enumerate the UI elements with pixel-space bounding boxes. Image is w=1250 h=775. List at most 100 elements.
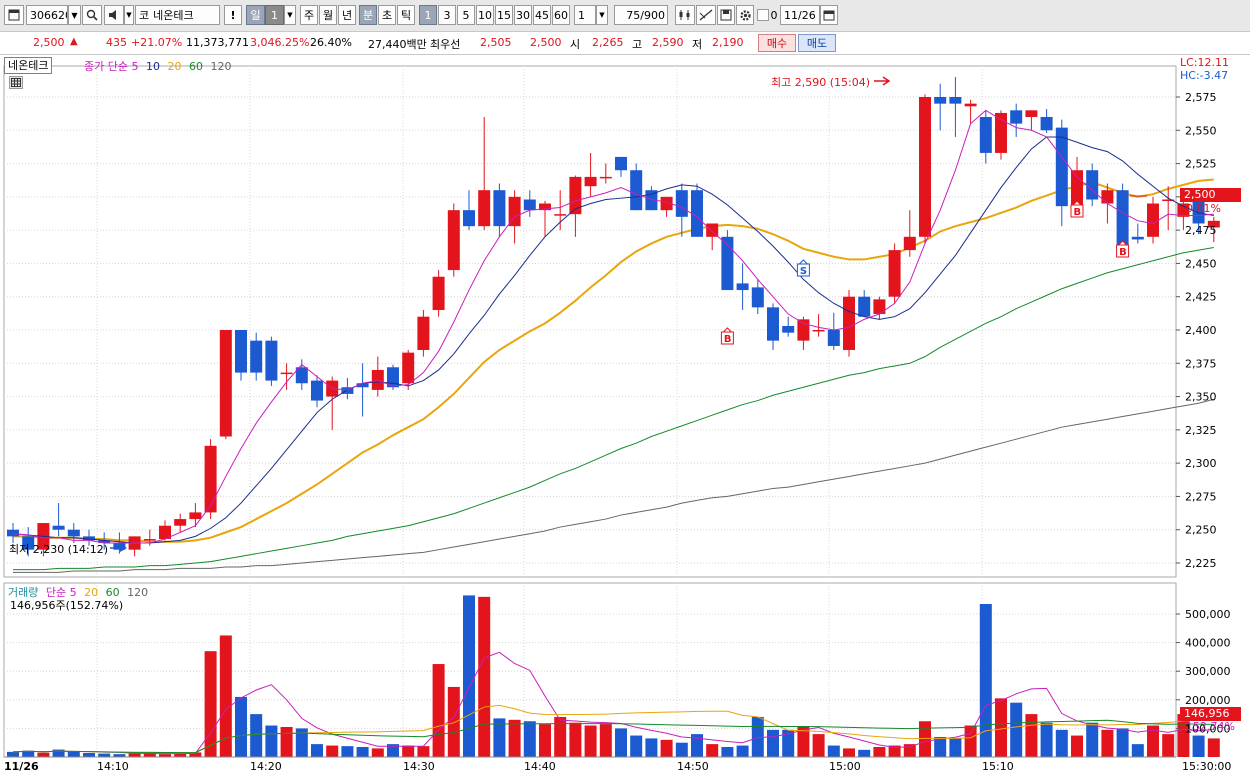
code-dropdown-button[interactable]: ▼ xyxy=(68,5,81,25)
signal-pointer-icon xyxy=(1117,240,1128,246)
tab-minute[interactable]: 분 xyxy=(359,5,377,25)
candle-body xyxy=(782,326,795,333)
date-input[interactable]: 11/26 xyxy=(780,5,820,25)
settings-button[interactable] xyxy=(736,5,754,25)
tab-week[interactable]: 주 xyxy=(300,5,318,25)
candle-body xyxy=(1147,203,1159,237)
interval-dropdown[interactable]: ▼ xyxy=(596,5,608,25)
interval-input[interactable]: 1 xyxy=(574,5,596,25)
volume-current: 146,956주(152.74%) xyxy=(10,599,124,612)
vma60-legend: 60 xyxy=(105,586,120,599)
volume-bar xyxy=(934,736,947,757)
volume-bar xyxy=(1192,735,1205,757)
volume-bar xyxy=(539,724,551,757)
ma60-legend: 60 xyxy=(188,60,203,73)
volume-bar xyxy=(797,726,810,757)
current-price: 2,500 xyxy=(33,36,65,49)
chevron-down-icon: ▼ xyxy=(71,10,78,20)
period-day-button[interactable]: 일 xyxy=(246,5,265,25)
interval-30[interactable]: 30 xyxy=(514,5,532,25)
low-annotation: 최저 2,230 (14:12) xyxy=(9,543,109,556)
candle-body xyxy=(1040,116,1053,131)
volume-bar xyxy=(113,754,126,757)
stock-name: 네온테크 xyxy=(153,9,194,22)
interval-15[interactable]: 15 xyxy=(495,5,513,25)
stock-code-input[interactable]: 306620 xyxy=(26,5,68,25)
interval-5[interactable]: 5 xyxy=(457,5,475,25)
interval-10[interactable]: 10 xyxy=(476,5,494,25)
candle-body xyxy=(235,330,247,373)
grid-lines xyxy=(3,65,1177,758)
count-input[interactable]: 75/900 xyxy=(614,5,668,25)
volume-legend: 거래량 단순 5 20 60 120 xyxy=(8,584,148,600)
period-num-field[interactable]: 1 xyxy=(265,5,284,25)
tab-month[interactable]: 월 xyxy=(319,5,337,25)
ma5-line xyxy=(12,109,1214,544)
volume-bar xyxy=(463,595,475,757)
market-prefix: 코 xyxy=(139,9,150,22)
time-axis-label: 11/26 xyxy=(4,760,39,773)
volume-bar xyxy=(599,724,612,757)
candle-body xyxy=(539,203,551,211)
price-axis-label: 2,475 xyxy=(1185,224,1217,237)
candle-body xyxy=(995,112,1007,153)
chart-stock-name[interactable]: 네온테크 xyxy=(4,57,53,74)
candle-body xyxy=(463,210,475,227)
notice-button[interactable]: ! xyxy=(224,5,242,25)
volume-bar xyxy=(371,748,384,757)
candle-body xyxy=(964,103,977,107)
interval-3[interactable]: 3 xyxy=(438,5,456,25)
calendar-button[interactable] xyxy=(820,5,838,25)
volume-bar xyxy=(493,718,506,757)
speaker-dropdown[interactable]: ▼ xyxy=(124,5,134,25)
candle-body xyxy=(934,97,947,104)
checkbox-label: 0 xyxy=(770,8,778,22)
interval-45[interactable]: 45 xyxy=(533,5,551,25)
interval-1[interactable]: 1 xyxy=(419,5,437,25)
tab-tick[interactable]: 틱 xyxy=(397,5,415,25)
volume-bar xyxy=(341,746,354,757)
volume-bar xyxy=(964,725,977,757)
search-button[interactable] xyxy=(82,5,102,25)
candle-body xyxy=(508,196,521,227)
candle-body xyxy=(1101,190,1114,204)
volume-ratio: 3,046.25% xyxy=(250,36,310,49)
arrow-head-icon xyxy=(120,544,127,552)
floppy-disk-icon xyxy=(720,9,732,21)
date-checkbox[interactable] xyxy=(757,9,769,21)
buy-button[interactable]: 매수 xyxy=(758,34,796,52)
volume-bar xyxy=(128,753,141,757)
save-button[interactable] xyxy=(717,5,735,25)
volume-bar xyxy=(1147,725,1159,757)
time-axis-label: 14:30 xyxy=(403,760,435,773)
candle-body xyxy=(736,283,749,291)
candle-body xyxy=(83,536,95,541)
ma-legend-label: 종가 단순 xyxy=(84,60,128,73)
tab-second[interactable]: 초 xyxy=(378,5,396,25)
grid-toggle-button[interactable] xyxy=(9,76,23,89)
interval-60[interactable]: 60 xyxy=(552,5,570,25)
candle-body xyxy=(660,196,673,211)
tab-year[interactable]: 년 xyxy=(338,5,356,25)
signal-letter: B xyxy=(1119,247,1127,258)
chart-menu-button[interactable] xyxy=(4,5,24,25)
period-dropdown[interactable]: ▼ xyxy=(284,5,296,25)
candle-body xyxy=(265,340,278,381)
draw-tool-button[interactable] xyxy=(696,5,716,25)
volume-ma-label: 단순 xyxy=(45,586,67,599)
speaker-button[interactable] xyxy=(104,5,124,25)
indicator-button[interactable] xyxy=(675,5,695,25)
trade-amount: 27,440백만 xyxy=(368,38,427,51)
volume-bar xyxy=(873,746,886,757)
vma20-legend: 20 xyxy=(84,586,99,599)
sell-button[interactable]: 매도 xyxy=(798,34,836,52)
volume-bar xyxy=(1055,729,1068,757)
volume-bar xyxy=(250,714,263,757)
stock-name-field[interactable]: 코 네온테크 xyxy=(135,5,220,25)
candle-body xyxy=(1131,236,1144,240)
price-axis-label: 2,300 xyxy=(1185,457,1217,470)
candle-body xyxy=(751,287,764,308)
volume-bar xyxy=(584,725,597,757)
signal-pointer-icon xyxy=(798,259,809,265)
